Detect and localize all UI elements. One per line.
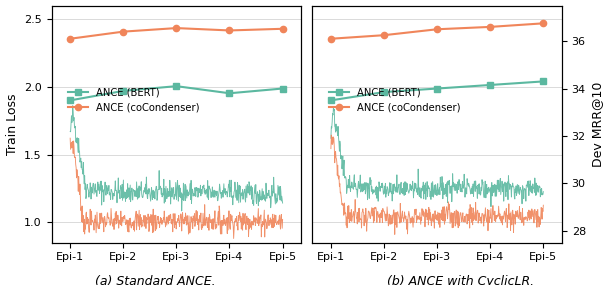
Line: ANCE (BERT): ANCE (BERT) <box>67 84 285 103</box>
Text: (b) ANCE with CyclicLR.: (b) ANCE with CyclicLR. <box>387 275 534 285</box>
Line: ANCE (coCondenser): ANCE (coCondenser) <box>67 25 285 42</box>
ANCE (BERT) <box>487 83 494 87</box>
ANCE (BERT) <box>434 87 441 90</box>
ANCE (BERT) <box>540 80 547 83</box>
ANCE (coCondenser) <box>226 29 233 32</box>
ANCE (BERT) <box>226 91 233 95</box>
ANCE (BERT) <box>120 89 127 93</box>
ANCE (coCondenser) <box>540 22 547 25</box>
Legend: ANCE (BERT), ANCE (coCondenser): ANCE (BERT), ANCE (coCondenser) <box>64 84 204 117</box>
Y-axis label: Dev MRR@10: Dev MRR@10 <box>592 82 605 167</box>
ANCE (coCondenser) <box>173 27 180 30</box>
ANCE (coCondenser) <box>381 33 388 37</box>
ANCE (coCondenser) <box>66 37 74 40</box>
ANCE (coCondenser) <box>279 27 286 30</box>
ANCE (coCondenser) <box>327 37 334 40</box>
Legend: ANCE (BERT), ANCE (coCondenser): ANCE (BERT), ANCE (coCondenser) <box>325 84 464 117</box>
ANCE (BERT) <box>381 90 388 94</box>
Line: ANCE (coCondenser): ANCE (coCondenser) <box>328 20 547 42</box>
ANCE (BERT) <box>279 87 286 90</box>
ANCE (BERT) <box>66 99 74 102</box>
ANCE (coCondenser) <box>487 25 494 28</box>
Line: ANCE (BERT): ANCE (BERT) <box>328 79 546 103</box>
ANCE (BERT) <box>327 99 334 102</box>
Text: (a) Standard ANCE.: (a) Standard ANCE. <box>95 275 216 285</box>
ANCE (BERT) <box>173 84 180 88</box>
ANCE (coCondenser) <box>434 28 441 31</box>
Y-axis label: Train Loss: Train Loss <box>5 93 18 155</box>
ANCE (coCondenser) <box>120 30 127 33</box>
